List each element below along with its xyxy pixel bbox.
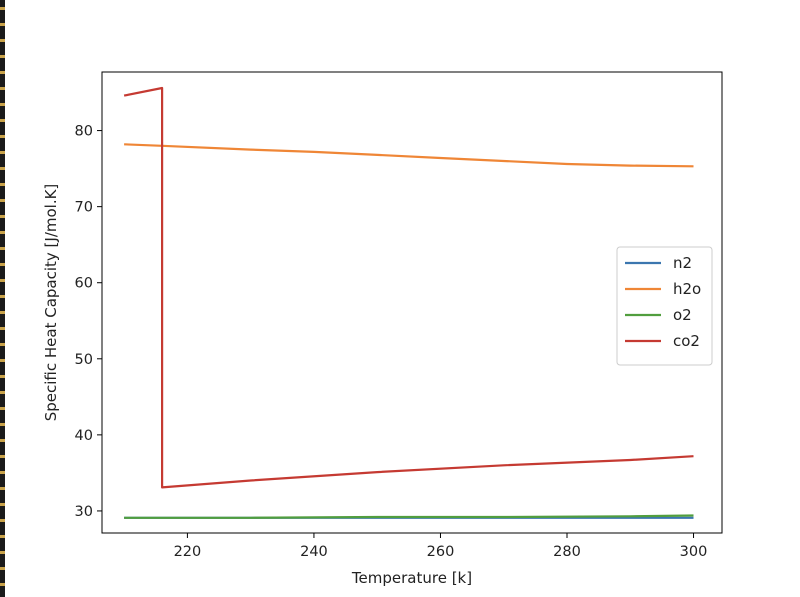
legend: n2 h2o o2 co2: [616, 246, 713, 366]
series-line-o2: [124, 514, 694, 519]
x-tick-label: 300: [680, 544, 708, 560]
legend-label-n2: n2: [673, 254, 692, 272]
y-axis-title: Specific Heat Capacity [J/mol.K]: [42, 184, 60, 422]
y-tick-label: 60: [75, 276, 93, 292]
y-tick-label: 80: [75, 124, 93, 140]
series-line-co2: [123, 86, 694, 489]
y-tick-label: 30: [75, 504, 93, 520]
x-tick-label: 280: [553, 544, 581, 560]
legend-label-o2: o2: [673, 306, 692, 324]
legend-box: [616, 246, 713, 366]
x-tick-label: 240: [300, 544, 328, 560]
x-tick-label: 260: [427, 544, 455, 560]
legend-label-h2o: h2o: [673, 280, 701, 298]
series-line-h2o: [124, 143, 694, 168]
y-tick-label: 40: [75, 428, 93, 444]
legend-label-co2: co2: [673, 332, 700, 350]
plot-frame: [101, 71, 723, 534]
x-axis-title: Temperature [k]: [351, 569, 472, 587]
x-tick-label: 220: [174, 544, 202, 560]
series-layer: [123, 86, 694, 519]
ticks-layer: 220 240 260 280 300 30 40 50 60 70 80: [75, 124, 708, 560]
y-tick-label: 70: [75, 200, 93, 216]
left-edge-strip: [0, 0, 5, 597]
y-tick-label: 50: [75, 352, 93, 368]
